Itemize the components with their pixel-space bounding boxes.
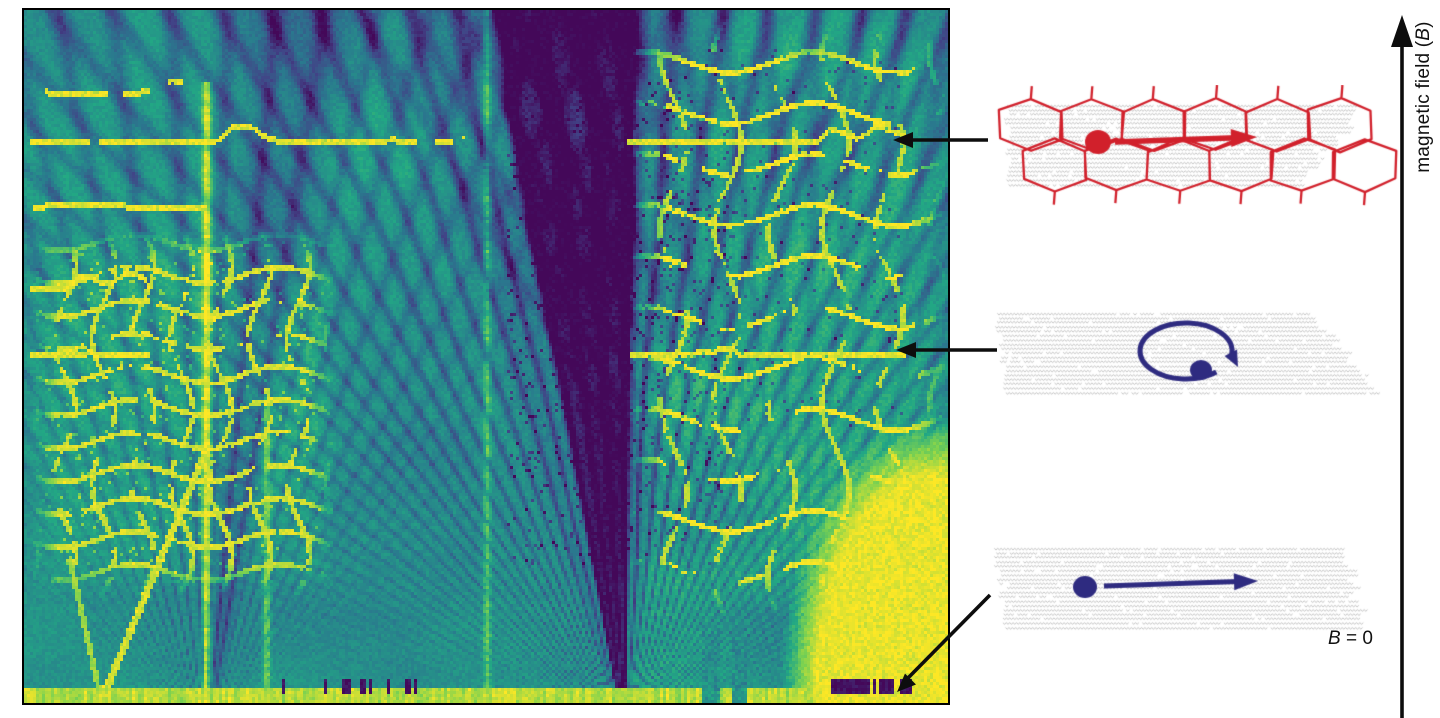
magnetic-field-axis-label: magnetic field (B) — [1411, 0, 1437, 217]
graphene-superlattice-high-field-schematic — [985, 85, 1415, 235]
heatmap-canvas — [24, 10, 948, 703]
heatmap-panel — [22, 8, 950, 705]
axis-label-variable: B — [1413, 27, 1434, 41]
axis-up-arrowhead-icon — [1391, 15, 1413, 47]
axis-label-close: ) — [1413, 21, 1434, 28]
graphene-zero-field-schematic — [978, 535, 1408, 655]
zero-field-label: B = 0 — [1328, 628, 1373, 650]
zero-field-variable: B — [1328, 628, 1341, 649]
zero-field-value: = 0 — [1340, 628, 1373, 649]
axis-label-text: magnetic field ( — [1413, 40, 1434, 173]
graphene-cyclotron-orbit-schematic — [980, 300, 1410, 415]
